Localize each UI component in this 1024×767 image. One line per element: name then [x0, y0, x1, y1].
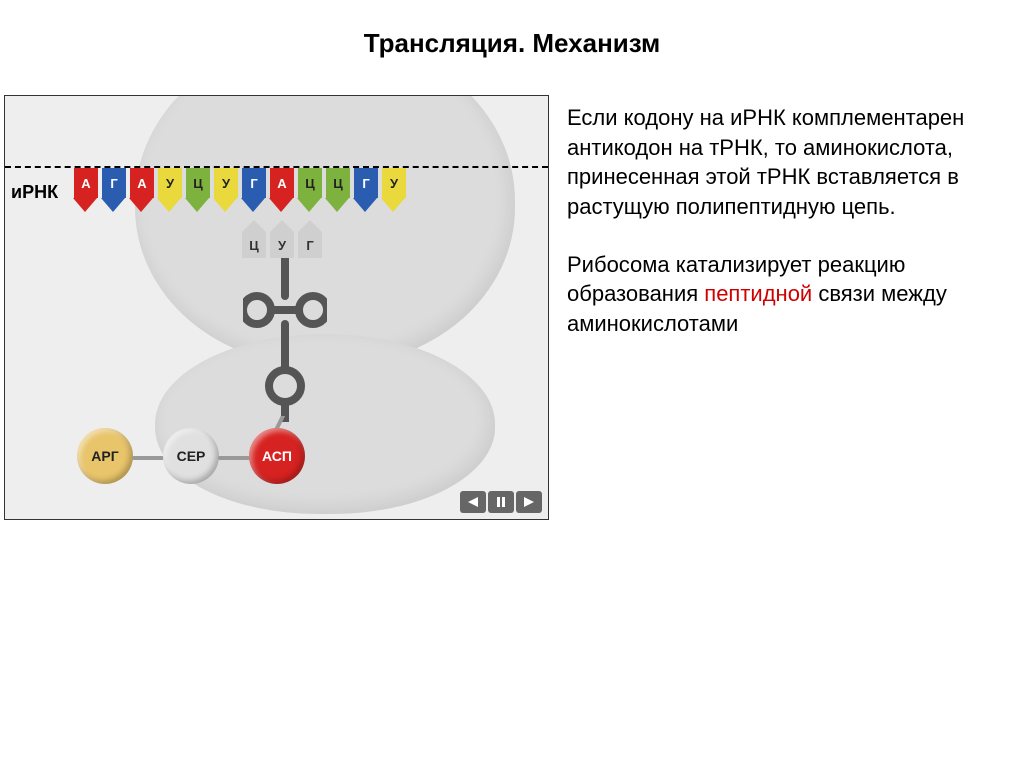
- prev-button[interactable]: [460, 491, 486, 513]
- peptide-bond: [218, 456, 250, 460]
- paragraph-2: Рибосома катализирует реакцию образовани…: [567, 250, 1007, 339]
- codon-А: А: [73, 168, 99, 214]
- aminoacid-ser: СЕР: [163, 428, 219, 484]
- aminoacid-asp: АСП: [249, 428, 305, 484]
- trna-molecule: [243, 258, 327, 422]
- mrna-label: иРНК: [11, 182, 58, 203]
- codon-Ц: Ц: [185, 168, 211, 214]
- codon-row: АГАУЦУГАЦЦГУ: [73, 168, 407, 214]
- codon-У: У: [157, 168, 183, 214]
- aminoacid-arg: АРГ: [77, 428, 133, 484]
- pause-button[interactable]: [488, 491, 514, 513]
- description-text: Если кодону на иРНК комплементарен антик…: [567, 95, 1007, 520]
- codon-У: У: [381, 168, 407, 214]
- main-content: иРНК АГАУЦУГАЦЦГУ ЦУГ АРГСЕРАСП: [0, 95, 1024, 520]
- codon-У: У: [213, 168, 239, 214]
- codon-А: А: [129, 168, 155, 214]
- peptide-bond: [132, 456, 164, 460]
- codon-Г: Г: [353, 168, 379, 214]
- translation-diagram: иРНК АГАУЦУГАЦЦГУ ЦУГ АРГСЕРАСП: [4, 95, 549, 520]
- codon-Ц: Ц: [297, 168, 323, 214]
- paragraph-1: Если кодону на иРНК комплементарен антик…: [567, 103, 1007, 222]
- highlight-peptide: пептидной: [704, 281, 812, 306]
- codon-Г: Г: [241, 168, 267, 214]
- anticodon-У: У: [269, 220, 295, 260]
- anticodon-row: ЦУГ: [241, 220, 323, 260]
- anticodon-Г: Г: [297, 220, 323, 260]
- player-controls: [460, 491, 542, 513]
- codon-А: А: [269, 168, 295, 214]
- page-title: Трансляция. Механизм: [0, 0, 1024, 59]
- next-button[interactable]: [516, 491, 542, 513]
- anticodon-Ц: Ц: [241, 220, 267, 260]
- codon-Ц: Ц: [325, 168, 351, 214]
- polypeptide-chain: АРГ СЕР АСП: [77, 428, 305, 484]
- codon-Г: Г: [101, 168, 127, 214]
